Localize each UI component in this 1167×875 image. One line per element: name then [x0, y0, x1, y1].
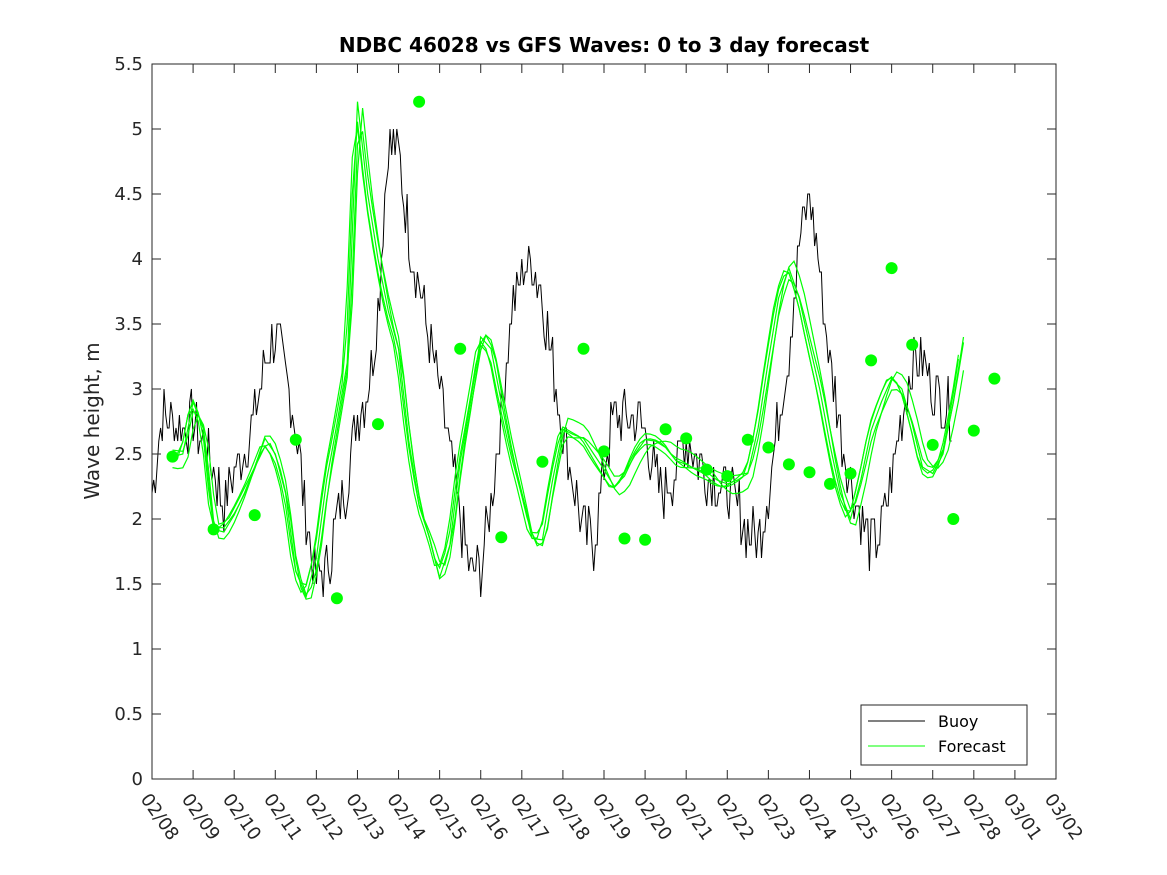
forecast-point: [824, 477, 836, 490]
forecast-point: [454, 342, 467, 355]
forecast-point: [906, 338, 919, 351]
legend-box: [860, 704, 1028, 766]
forecast-point: [762, 441, 775, 454]
plot-area: [152, 64, 1056, 779]
forecast-point: [248, 509, 261, 522]
forecast-point: [495, 531, 508, 544]
forecast-marker-layer: [166, 95, 1001, 605]
y-tick-label: 5.5: [114, 54, 143, 75]
forecast-point: [639, 533, 652, 546]
y-tick-label: 3.5: [114, 314, 143, 335]
forecast-point: [947, 513, 960, 525]
forecast-point: [289, 433, 302, 446]
legend: Buoy Forecast: [860, 704, 1028, 766]
y-tick-label: 4: [132, 249, 143, 270]
forecast-point: [659, 423, 672, 436]
forecast-point: [413, 95, 426, 108]
forecast-point: [967, 424, 980, 437]
y-tick-label: 4.5: [114, 184, 143, 205]
forecast-point: [700, 463, 713, 476]
forecast-series-line: [172, 121, 959, 586]
forecast-point: [577, 342, 590, 355]
forecast-point: [885, 262, 898, 275]
y-axis-ticks: 0 0.5 1 1.5 2 2.5 3 3.5 4 4.5 5 5.5: [114, 54, 1056, 790]
y-tick-label: 1: [132, 639, 143, 660]
buoy-series-layer: [151, 128, 952, 598]
y-tick-label: 3: [132, 379, 143, 400]
forecast-point: [680, 432, 693, 445]
forecast-point: [618, 532, 631, 545]
legend-buoy-label: Buoy: [938, 712, 978, 731]
forecast-point: [166, 450, 179, 463]
forecast-point: [207, 523, 220, 536]
y-tick-label: 1.5: [114, 574, 143, 595]
forecast-series-line: [172, 101, 965, 599]
forecast-point: [988, 372, 1001, 385]
forecast-series-line: [172, 107, 965, 600]
y-tick-label: 2.5: [114, 444, 143, 465]
y-tick-label: 5: [132, 119, 143, 140]
forecast-point: [536, 455, 549, 468]
y-tick-label: 0.5: [114, 704, 143, 725]
forecast-point: [721, 470, 734, 483]
forecast-point: [741, 433, 754, 446]
forecast-point: [926, 438, 939, 451]
forecast-point: [803, 466, 816, 479]
buoy-series-line: [151, 128, 952, 598]
forecast-series-line: [172, 126, 959, 594]
forecast-point: [372, 418, 384, 431]
y-tick-label: 0: [132, 769, 143, 790]
forecast-point: [598, 445, 610, 458]
forecast-point: [330, 592, 343, 605]
legend-forecast-label: Forecast: [938, 737, 1006, 756]
forecast-point: [782, 458, 795, 471]
forecast-point: [844, 467, 857, 480]
chart-title: NDBC 46028 vs GFS Waves: 0 to 3 day fore…: [339, 33, 870, 57]
forecast-point: [865, 354, 878, 367]
y-axis-label: Wave height, m: [80, 342, 104, 499]
y-tick-label: 2: [132, 509, 143, 530]
forecast-series-layer: [172, 101, 965, 600]
